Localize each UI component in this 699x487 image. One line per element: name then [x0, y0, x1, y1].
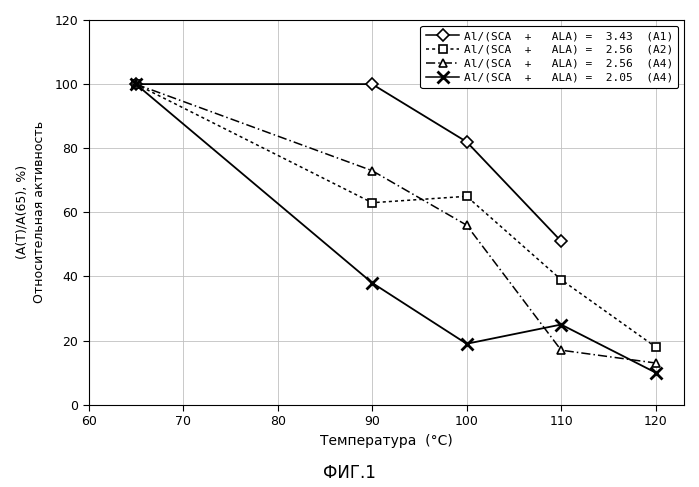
Al/(SCA  +   ALA) =  2.56  (A4) [463, 222, 471, 228]
Line: Al/(SCA  +   ALA) =  2.05  (A4): Al/(SCA + ALA) = 2.05 (A4) [130, 78, 661, 378]
Al/(SCA  +   ALA) =  2.05  (A4) [557, 321, 565, 327]
Al/(SCA  +   ALA) =  2.56  (A2) [368, 200, 376, 206]
Al/(SCA  +   ALA) =  2.56  (A2) [463, 193, 471, 199]
Al/(SCA  +   ALA) =  2.56  (A4) [651, 360, 660, 366]
Al/(SCA  +   ALA) =  2.05  (A4) [651, 370, 660, 375]
Al/(SCA  +   ALA) =  2.05  (A4) [131, 81, 140, 87]
X-axis label: Температура  (°C): Температура (°C) [320, 433, 453, 448]
Al/(SCA  +   ALA) =  2.56  (A2) [557, 277, 565, 282]
Y-axis label: (A(T)/A(65), %)
Относительная активность: (A(T)/A(65), %) Относительная активность [15, 121, 46, 303]
Line: Al/(SCA  +   ALA) =  2.56  (A4): Al/(SCA + ALA) = 2.56 (A4) [131, 80, 660, 367]
Al/(SCA  +   ALA) =  2.56  (A2) [651, 344, 660, 350]
Al/(SCA  +   ALA) =  3.43  (A1) [557, 238, 565, 244]
Al/(SCA  +   ALA) =  3.43  (A1) [368, 81, 376, 87]
Al/(SCA  +   ALA) =  2.56  (A4) [131, 81, 140, 87]
Al/(SCA  +   ALA) =  3.43  (A1) [463, 139, 471, 145]
Al/(SCA  +   ALA) =  2.05  (A4) [368, 280, 376, 286]
Al/(SCA  +   ALA) =  3.43  (A1) [131, 81, 140, 87]
Line: Al/(SCA  +   ALA) =  2.56  (A2): Al/(SCA + ALA) = 2.56 (A2) [131, 80, 660, 351]
Al/(SCA  +   ALA) =  2.56  (A4) [368, 168, 376, 173]
Text: ФИГ.1: ФИГ.1 [323, 464, 376, 482]
Al/(SCA  +   ALA) =  2.56  (A4) [557, 347, 565, 353]
Al/(SCA  +   ALA) =  2.56  (A2) [131, 81, 140, 87]
Line: Al/(SCA  +   ALA) =  3.43  (A1): Al/(SCA + ALA) = 3.43 (A1) [131, 80, 565, 245]
Legend: Al/(SCA  +   ALA) =  3.43  (A1), Al/(SCA  +   ALA) =  2.56  (A2), Al/(SCA  +   A: Al/(SCA + ALA) = 3.43 (A1), Al/(SCA + AL… [420, 25, 679, 88]
Al/(SCA  +   ALA) =  2.05  (A4) [463, 341, 471, 347]
